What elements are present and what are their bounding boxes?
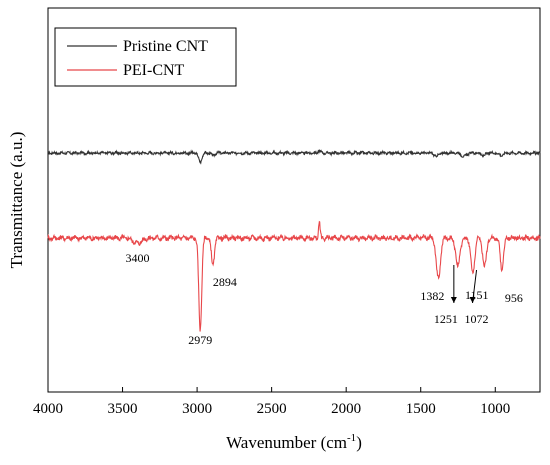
peak-arrowhead-1072 bbox=[469, 297, 476, 303]
legend-label-pristine-cnt: Pristine CNT bbox=[123, 38, 208, 55]
x-tick-label-4000: 4000 bbox=[33, 401, 63, 417]
peak-label-956: 956 bbox=[505, 291, 523, 305]
x-tick-label-1000: 1000 bbox=[480, 401, 510, 417]
plot-frame bbox=[47, 7, 541, 393]
x-tick-label-3000: 3000 bbox=[182, 401, 212, 417]
y-axis-title: Transmittance (a.u.) bbox=[7, 132, 26, 269]
x-axis-title-main: Wavenumber (cm bbox=[226, 433, 347, 452]
peak-annotations: 3400 2979 2894 1382 1251 1151 1072 956 bbox=[125, 251, 522, 347]
x-axis-title: Wavenumber (cm-1) bbox=[226, 432, 362, 452]
peak-label-1251: 1251 bbox=[434, 312, 458, 326]
series-layer bbox=[47, 149, 541, 332]
legend-label-pei-cnt: PEI-CNT bbox=[123, 62, 185, 79]
legend-box bbox=[54, 27, 237, 87]
x-tick-label-2000: 2000 bbox=[331, 401, 361, 417]
x-axis-title-close: ) bbox=[356, 433, 362, 452]
peak-label-2979: 2979 bbox=[188, 333, 212, 347]
peak-label-3400: 3400 bbox=[125, 251, 149, 265]
peak-label-1072: 1072 bbox=[465, 312, 489, 326]
x-axis-ticks: 4000 3500 3000 2500 2000 1500 1000 bbox=[33, 387, 510, 417]
peak-label-2894: 2894 bbox=[213, 275, 237, 289]
legend: Pristine CNT PEI-CNT bbox=[54, 27, 237, 87]
x-tick-label-1500: 1500 bbox=[406, 401, 436, 417]
x-axis-title-sup: -1 bbox=[347, 432, 356, 444]
x-tick-label-3500: 3500 bbox=[108, 401, 138, 417]
peak-arrowhead-1251 bbox=[450, 297, 457, 303]
series-line-pristine-cnt bbox=[47, 149, 541, 165]
series-line-pei-cnt bbox=[47, 220, 541, 332]
peak-label-1151: 1151 bbox=[465, 288, 489, 302]
x-tick-label-2500: 2500 bbox=[257, 401, 287, 417]
peak-label-1382: 1382 bbox=[420, 289, 444, 303]
